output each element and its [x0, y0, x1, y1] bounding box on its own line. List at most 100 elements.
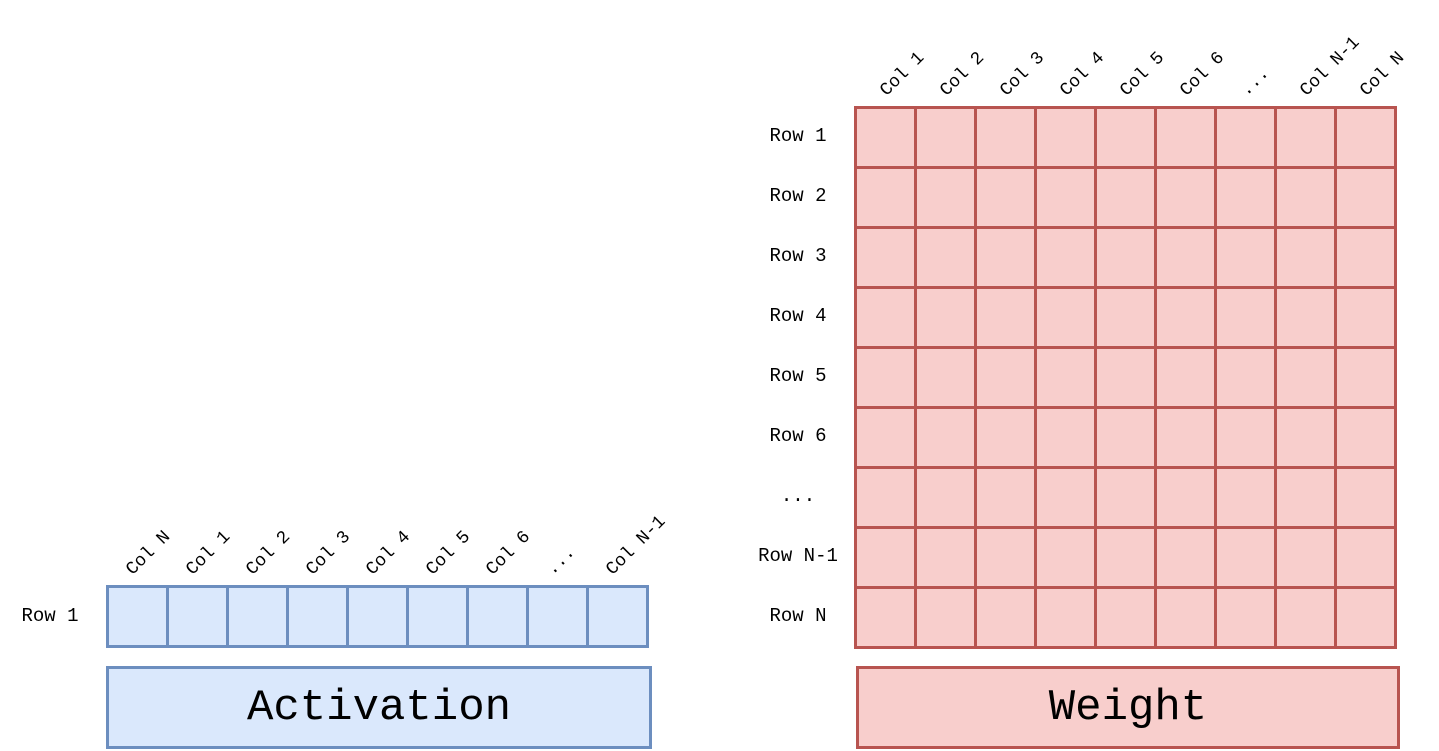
- weight-cell: [914, 406, 977, 469]
- weight-cell: [854, 526, 917, 589]
- weight-cell: [1214, 166, 1277, 229]
- weight-cell: [1334, 526, 1397, 589]
- weight-col-label: Col 4: [1056, 48, 1109, 101]
- weight-cell: [1274, 466, 1337, 529]
- weight-cell: [914, 586, 977, 649]
- weight-cell: [974, 226, 1037, 289]
- weight-cell: [914, 166, 977, 229]
- activation-cell: [466, 585, 529, 648]
- weight-cell: [1214, 406, 1277, 469]
- activation-col-label: Col 4: [362, 527, 415, 580]
- weight-cell: [1274, 286, 1337, 349]
- weight-row-label: Row 2: [769, 185, 827, 207]
- weight-row-label: Row N-1: [758, 545, 838, 567]
- weight-row-label: Row 1: [769, 125, 827, 147]
- weight-cell: [1334, 466, 1397, 529]
- weight-cell: [1274, 526, 1337, 589]
- weight-cell: [974, 466, 1037, 529]
- weight-cell: [1154, 106, 1217, 169]
- weight-cell: [1334, 586, 1397, 649]
- weight-cell: [1214, 586, 1277, 649]
- activation-cell: [166, 585, 229, 648]
- weight-cell: [914, 226, 977, 289]
- weight-cell: [1034, 586, 1097, 649]
- weight-cell: [1094, 406, 1157, 469]
- weight-cell: [854, 166, 917, 229]
- weight-cell: [854, 466, 917, 529]
- weight-cell: [1094, 526, 1157, 589]
- weight-cell: [1334, 346, 1397, 409]
- weight-cell: [1274, 406, 1337, 469]
- activation-cell: [406, 585, 469, 648]
- weight-row-label: Row N: [769, 605, 827, 627]
- weight-cell: [1034, 166, 1097, 229]
- activation-cell: [526, 585, 589, 648]
- weight-cell: [914, 106, 977, 169]
- activation-cell: [106, 585, 169, 648]
- weight-cell: [914, 346, 977, 409]
- weight-row-label: ...: [780, 485, 816, 507]
- weight-cell: [854, 586, 917, 649]
- weight-col-label: Col 5: [1116, 48, 1169, 101]
- activation-col-label: ...: [542, 542, 580, 580]
- weight-cell: [1274, 346, 1337, 409]
- weight-cell: [1034, 526, 1097, 589]
- weight-cell: [1034, 406, 1097, 469]
- weight-cell: [1034, 466, 1097, 529]
- weight-caption: Weight: [856, 666, 1400, 749]
- weight-cell: [1214, 226, 1277, 289]
- activation-cell: [346, 585, 409, 648]
- weight-col-label: Col N: [1356, 48, 1409, 101]
- weight-col-label: ...: [1236, 63, 1274, 101]
- weight-row-label: Row 5: [769, 365, 827, 387]
- weight-col-label: Col 3: [996, 48, 1049, 101]
- weight-cell: [854, 286, 917, 349]
- weight-cell: [974, 286, 1037, 349]
- weight-cell: [1334, 286, 1397, 349]
- weight-cell: [1094, 106, 1157, 169]
- weight-cell: [1214, 466, 1277, 529]
- weight-cell: [1094, 166, 1157, 229]
- weight-col-label: Col 1: [876, 48, 929, 101]
- weight-col-label: Col N-1: [1296, 33, 1365, 101]
- weight-cell: [1154, 406, 1217, 469]
- weight-cell: [1214, 526, 1277, 589]
- weight-cell: [1094, 226, 1157, 289]
- weight-cell: [1154, 526, 1217, 589]
- activation-col-label: Col N: [122, 527, 175, 580]
- weight-cell: [1274, 586, 1337, 649]
- weight-row-label: Row 6: [769, 425, 827, 447]
- weight-cell: [1154, 346, 1217, 409]
- activation-cell: [226, 585, 289, 648]
- activation-col-label: Col N-1: [602, 512, 671, 580]
- weight-cell: [1274, 226, 1337, 289]
- weight-cell: [1214, 286, 1277, 349]
- activation-col-label: Col 5: [422, 527, 475, 580]
- weight-cell: [1034, 346, 1097, 409]
- weight-cell: [1154, 166, 1217, 229]
- weight-cell: [974, 166, 1037, 229]
- weight-cell: [1334, 226, 1397, 289]
- weight-cell: [854, 406, 917, 469]
- weight-cell: [1034, 286, 1097, 349]
- weight-cell: [974, 586, 1037, 649]
- weight-cell: [1214, 346, 1277, 409]
- weight-cell: [914, 526, 977, 589]
- weight-cell: [1274, 166, 1337, 229]
- activation-row-label: Row 1: [21, 605, 79, 627]
- weight-cell: [854, 226, 917, 289]
- weight-row-label: Row 4: [769, 305, 827, 327]
- activation-cell: [286, 585, 349, 648]
- weight-cell: [1154, 466, 1217, 529]
- weight-row-label: Row 3: [769, 245, 827, 267]
- weight-cell: [1094, 286, 1157, 349]
- weight-cell: [1334, 406, 1397, 469]
- weight-cell: [854, 346, 917, 409]
- weight-cell: [974, 346, 1037, 409]
- weight-cell: [1094, 586, 1157, 649]
- weight-cell: [914, 466, 977, 529]
- weight-cell: [1274, 106, 1337, 169]
- weight-cell: [974, 106, 1037, 169]
- weight-cell: [1334, 106, 1397, 169]
- weight-cell: [1154, 226, 1217, 289]
